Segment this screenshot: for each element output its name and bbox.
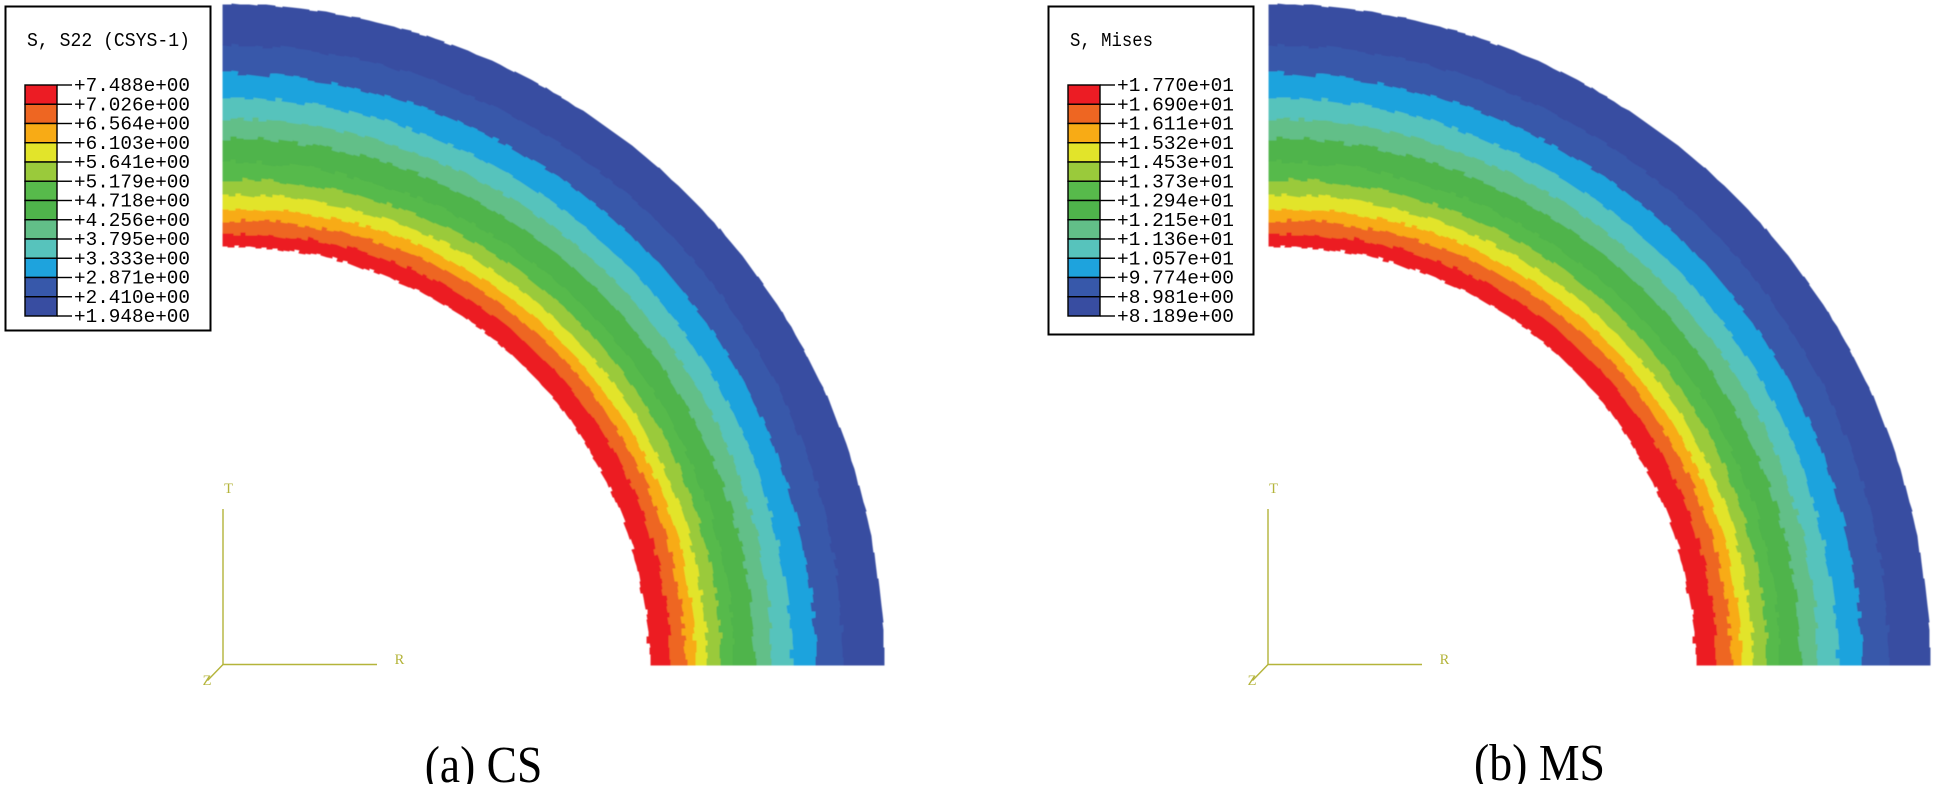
svg-text:+1.294e+01: +1.294e+01: [1117, 191, 1234, 213]
svg-text:+1.136e+01: +1.136e+01: [1117, 229, 1234, 251]
svg-text:+1.770e+01: +1.770e+01: [1117, 75, 1234, 97]
svg-text:+9.774e+00: +9.774e+00: [1117, 268, 1234, 290]
svg-text:T: T: [1269, 481, 1278, 497]
svg-text:S, S22 (CSYS-1): S, S22 (CSYS-1): [27, 30, 190, 52]
svg-text:+5.641e+00: +5.641e+00: [74, 152, 190, 174]
svg-text:+3.333e+00: +3.333e+00: [74, 248, 190, 270]
svg-text:+4.256e+00: +4.256e+00: [74, 210, 190, 232]
svg-text:+1.532e+01: +1.532e+01: [1117, 133, 1234, 155]
svg-text:+1.057e+01: +1.057e+01: [1117, 248, 1234, 270]
svg-text:+4.718e+00: +4.718e+00: [74, 191, 190, 213]
svg-text:Z: Z: [203, 673, 212, 689]
svg-text:+1.373e+01: +1.373e+01: [1117, 171, 1234, 193]
svg-text:(a) CS: (a) CS: [425, 737, 543, 784]
svg-text:+2.410e+00: +2.410e+00: [74, 287, 190, 309]
svg-text:+8.981e+00: +8.981e+00: [1117, 287, 1234, 309]
svg-text:+2.871e+00: +2.871e+00: [74, 268, 190, 290]
svg-text:+7.026e+00: +7.026e+00: [74, 94, 190, 116]
svg-text:T: T: [224, 481, 233, 497]
svg-text:+8.189e+00: +8.189e+00: [1117, 306, 1234, 328]
svg-text:+6.103e+00: +6.103e+00: [74, 133, 190, 155]
svg-text:+1.611e+01: +1.611e+01: [1117, 114, 1234, 136]
svg-text:R: R: [1440, 652, 1450, 668]
svg-text:S, Mises: S, Mises: [1070, 30, 1153, 52]
svg-text:+3.795e+00: +3.795e+00: [74, 229, 190, 251]
svg-text:+1.215e+01: +1.215e+01: [1117, 210, 1234, 232]
svg-text:+7.488e+00: +7.488e+00: [74, 75, 190, 97]
svg-text:R: R: [395, 652, 405, 668]
svg-text:(b) MS: (b) MS: [1474, 735, 1605, 784]
svg-text:+5.179e+00: +5.179e+00: [74, 171, 190, 193]
svg-text:+6.564e+00: +6.564e+00: [74, 114, 190, 136]
svg-text:+1.948e+00: +1.948e+00: [74, 306, 190, 328]
svg-text:+1.453e+01: +1.453e+01: [1117, 152, 1234, 174]
svg-text:+1.690e+01: +1.690e+01: [1117, 94, 1234, 116]
svg-text:Z: Z: [1248, 673, 1257, 689]
